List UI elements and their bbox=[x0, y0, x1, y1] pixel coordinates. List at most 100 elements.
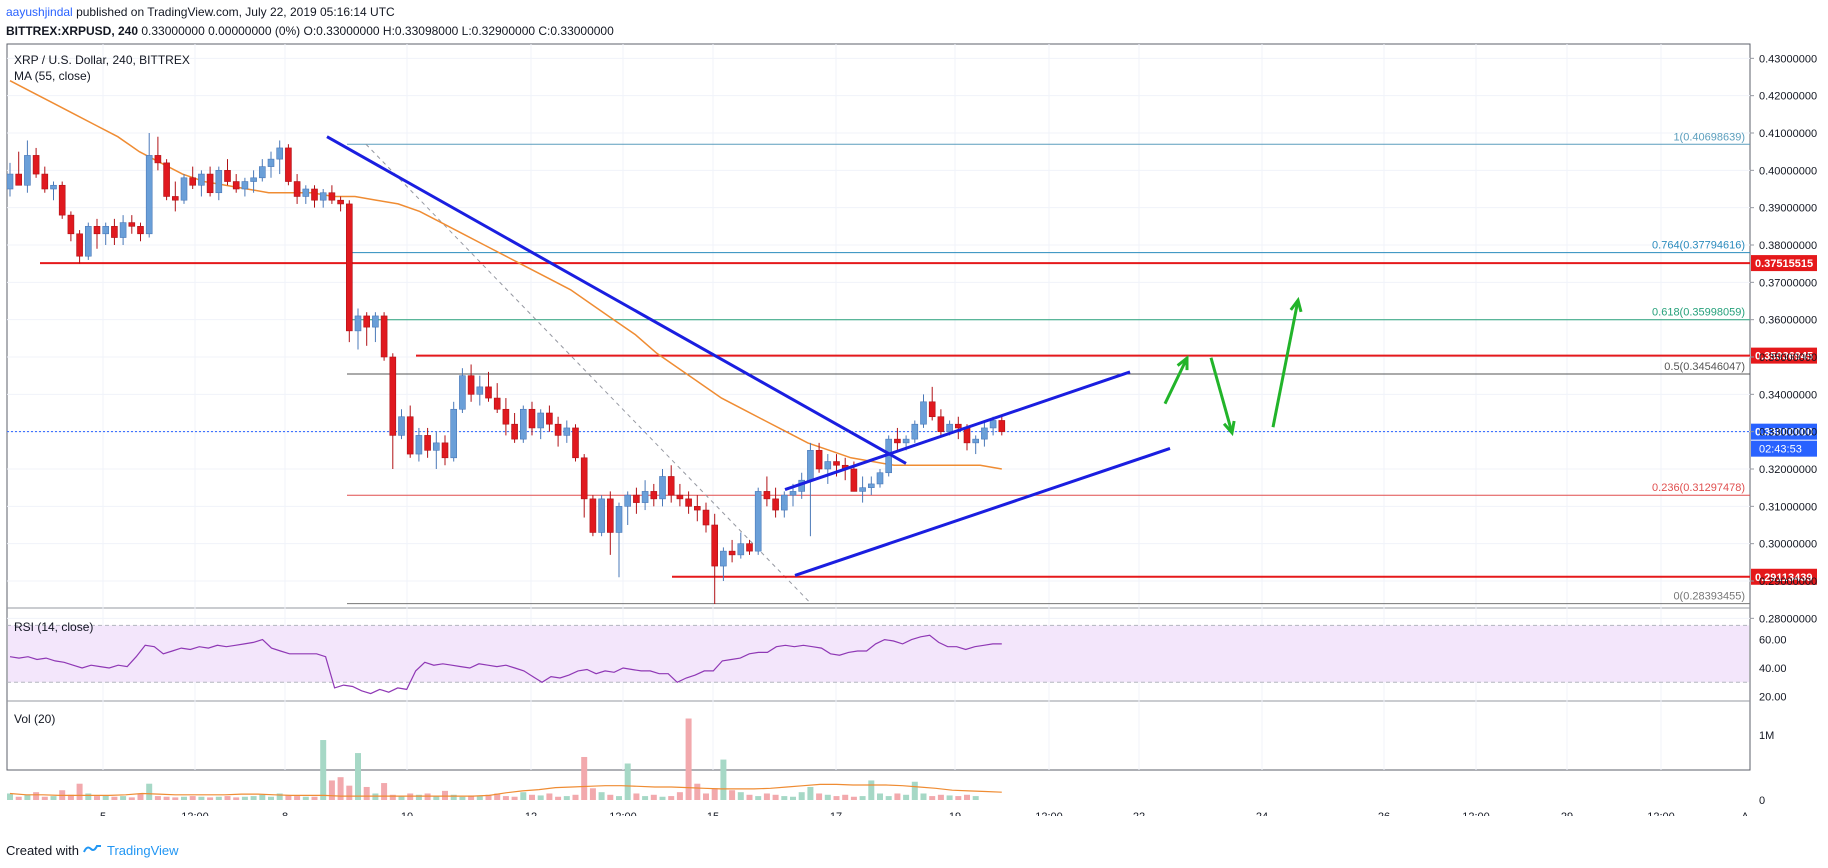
time-tick-label: 12:00 bbox=[1647, 811, 1675, 816]
candle-body bbox=[441, 442, 449, 459]
candle-body bbox=[137, 226, 144, 235]
candle-body bbox=[998, 420, 1006, 432]
fib-label: 0.764(0.37794616) bbox=[1652, 240, 1745, 252]
volume-pane: Vol (20) 1M 0 bbox=[7, 712, 1774, 807]
candle-body bbox=[624, 494, 632, 507]
candle-body bbox=[650, 491, 658, 500]
volume-bar bbox=[955, 796, 962, 800]
candle-body bbox=[876, 472, 884, 485]
tradingview-brand[interactable]: TradingView bbox=[106, 843, 179, 858]
rsi-tick-label: 20.00 bbox=[1759, 691, 1787, 703]
candle-body bbox=[737, 543, 745, 556]
candle-body bbox=[546, 412, 553, 425]
price-tick-label: 0.28000000 bbox=[1759, 613, 1817, 625]
candle-body bbox=[328, 192, 336, 201]
time-tick-label: 22 bbox=[1133, 811, 1145, 816]
level-price-badge bbox=[1751, 255, 1817, 272]
volume-bar bbox=[885, 796, 892, 800]
candle-body bbox=[702, 509, 710, 526]
candle-body bbox=[102, 226, 109, 235]
volume-bar bbox=[520, 792, 527, 800]
candle-body bbox=[563, 427, 571, 436]
volume-bar bbox=[816, 793, 823, 800]
candle-body bbox=[58, 184, 66, 216]
price-tick-label: 0.33000000 bbox=[1759, 427, 1817, 439]
candle-body bbox=[163, 162, 170, 197]
price-tick-label: 0.43000000 bbox=[1759, 53, 1817, 65]
volume-bar bbox=[7, 793, 13, 800]
volume-bar bbox=[581, 756, 588, 800]
volume-bar bbox=[929, 796, 936, 800]
candle-body bbox=[580, 457, 588, 500]
volume-bar bbox=[859, 796, 866, 800]
channel-upper-line bbox=[784, 370, 1131, 491]
candle-body bbox=[311, 188, 318, 201]
ma-label: MA (55, close) bbox=[14, 69, 91, 83]
volume-bar bbox=[798, 792, 805, 800]
volume-tick-label: 1M bbox=[1759, 730, 1774, 742]
candle-body bbox=[406, 416, 414, 455]
candles bbox=[7, 133, 1006, 604]
time-tick-label: 12 bbox=[525, 811, 537, 816]
price-tick-label: 0.34000000 bbox=[1759, 389, 1817, 401]
volume-bar bbox=[450, 794, 457, 800]
axes: 0.43000000 0.42000000 0.41000000 0.40000000… bbox=[100, 53, 1817, 816]
candle-body bbox=[189, 177, 196, 186]
volume-bar bbox=[911, 781, 918, 800]
volume-bar bbox=[50, 796, 57, 800]
candle-body bbox=[746, 543, 753, 552]
candle-body bbox=[772, 498, 779, 511]
volume-bar bbox=[868, 780, 875, 800]
volume-bar bbox=[720, 759, 727, 800]
candle-body bbox=[894, 438, 901, 444]
candle-body bbox=[720, 550, 727, 567]
candle-body bbox=[963, 427, 971, 444]
publish-text: published on TradingView.com, July 22, 2… bbox=[76, 5, 395, 19]
time-tick-label: 17 bbox=[830, 811, 842, 816]
volume-bar bbox=[642, 796, 649, 800]
volume-bar bbox=[163, 796, 170, 800]
fib-label: 0.618(0.35998059) bbox=[1652, 307, 1745, 319]
volume-bar bbox=[41, 796, 48, 800]
candle-body bbox=[476, 386, 484, 395]
time-tick-label: A bbox=[1741, 811, 1749, 816]
candle-body bbox=[389, 356, 397, 436]
candle-body bbox=[363, 315, 371, 328]
rsi-tick-label: 40.00 bbox=[1759, 663, 1787, 675]
volume-bar bbox=[946, 795, 953, 800]
candle-body bbox=[537, 412, 545, 429]
rsi-band bbox=[8, 625, 1749, 683]
volume-bar bbox=[233, 797, 240, 800]
volume-bar bbox=[207, 797, 214, 800]
volume-bar bbox=[824, 794, 831, 800]
volume-bar bbox=[128, 797, 135, 800]
chart[interactable]: 1(0.40698639) 0.764(0.37794616) 0.618(0.35… bbox=[0, 0, 1828, 816]
volume-bar bbox=[215, 796, 222, 800]
volume-bar bbox=[285, 795, 292, 800]
volume-ma-line bbox=[9, 783, 1002, 797]
candle-body bbox=[867, 483, 875, 488]
arrow-shaft bbox=[1163, 357, 1189, 405]
volume-bar bbox=[415, 794, 422, 800]
volume-bar bbox=[224, 796, 231, 800]
volume-bar bbox=[389, 794, 396, 800]
volume-bar bbox=[302, 796, 309, 800]
volume-bar bbox=[407, 793, 414, 800]
volume-bar bbox=[903, 794, 910, 800]
created-with-text: Created with bbox=[6, 843, 79, 858]
price-tick-label: 0.37000000 bbox=[1759, 277, 1817, 289]
author-link[interactable]: aayushjindal bbox=[6, 5, 73, 19]
level-price-label: 0.35036945 bbox=[1755, 351, 1813, 363]
volume-bar bbox=[703, 793, 709, 800]
candle-body bbox=[954, 423, 962, 429]
volume-bar bbox=[676, 792, 683, 800]
volume-bar bbox=[537, 795, 544, 800]
volume-bar bbox=[424, 793, 431, 800]
fib-label: 0.5(0.34546047) bbox=[1664, 361, 1745, 373]
volume-bar bbox=[459, 796, 466, 800]
volume-bar bbox=[154, 796, 161, 800]
volume-bar bbox=[972, 796, 979, 800]
volume-bar bbox=[259, 794, 266, 800]
candle-body bbox=[572, 427, 579, 459]
volume-label: Vol (20) bbox=[14, 712, 55, 726]
